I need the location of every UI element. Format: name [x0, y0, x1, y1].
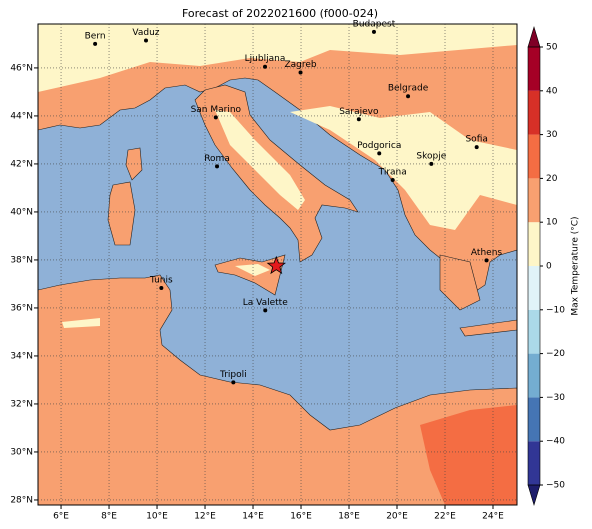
city-dot: [143, 38, 148, 43]
city-dot: [484, 258, 489, 263]
city-label: Bern: [85, 31, 106, 41]
city-dot: [263, 64, 268, 69]
city-dot: [231, 380, 236, 385]
city-label: Zagreb: [284, 60, 316, 70]
x-tick-label: 8°E: [101, 512, 117, 522]
map-frame: [37, 23, 518, 506]
crete: [459, 319, 517, 337]
x-tick-label: 18°E: [338, 512, 360, 522]
colorbar-tick-label: 40: [546, 86, 558, 96]
colorbar-label: Max Temperature (°C): [571, 216, 581, 315]
colorbar-tick-label: −10: [546, 305, 565, 315]
y-tick-label: 46°N: [10, 63, 33, 73]
x-tick-label: 10°E: [146, 512, 168, 522]
balkan-zone: [290, 106, 517, 230]
x-tick-label: 20°E: [386, 512, 408, 522]
colorbar-bin: [528, 178, 540, 223]
y-tick-label: 28°N: [10, 495, 33, 505]
colorbar-tick-label: −20: [546, 349, 565, 359]
y-tick-label: 32°N: [10, 399, 33, 409]
colorbar-tick-label: 50: [546, 43, 558, 53]
city-dot: [159, 286, 164, 291]
colorbar-extend-low: [527, 484, 541, 507]
city-label: Podgorica: [357, 141, 401, 151]
colorbar-bin: [528, 47, 540, 91]
y-tick-label: 34°N: [10, 351, 33, 361]
city-dot: [474, 145, 479, 150]
x-tick-label: 22°E: [434, 512, 456, 522]
colorbar-tick-label: 20: [546, 174, 558, 184]
colorbar-bin: [528, 134, 540, 179]
colorbar-bin: [528, 90, 540, 135]
colorbar-bin: [528, 441, 540, 485]
city-label: Athens: [471, 248, 502, 258]
city-dot: [356, 117, 361, 122]
colorbar-bin: [528, 222, 540, 266]
sicily-zone: [235, 264, 270, 276]
city-label: Vaduz: [132, 28, 159, 38]
city-dot: [406, 94, 411, 99]
city-label: Sofia: [465, 135, 487, 145]
x-tick-label: 16°E: [290, 512, 312, 522]
apennines-zone: [215, 110, 305, 210]
city-dot: [213, 115, 218, 120]
y-tick-label: 40°N: [10, 207, 33, 217]
colorbar-tick-label: 10: [546, 218, 558, 228]
y-tick-label: 38°N: [10, 255, 33, 265]
city-dot: [429, 161, 434, 166]
colorbar-bin: [528, 397, 540, 442]
location-star: [266, 255, 286, 275]
colorbar-tick-label: 0: [546, 262, 552, 272]
y-tick-label: 44°N: [10, 111, 33, 121]
city-label: Budapest: [353, 19, 396, 29]
city-dot: [215, 164, 220, 169]
city-label: Tripoli: [219, 370, 247, 380]
city-label: San Marino: [191, 105, 242, 115]
city-label: Roma: [204, 154, 230, 164]
city-dot: [377, 151, 382, 156]
colorbar-bin: [528, 309, 540, 354]
city-label: Tunis: [149, 276, 173, 286]
city-dot: [93, 41, 98, 46]
tunisia-zone: [62, 318, 100, 328]
city-dot: [390, 178, 395, 183]
city-dot: [298, 70, 303, 75]
city-label: Sarajevo: [339, 107, 379, 117]
peloponnese: [439, 254, 481, 311]
map-area: [38, 24, 517, 505]
colorbar-bin: [528, 266, 540, 310]
x-tick-label: 24°E: [482, 512, 504, 522]
colorbar-tick-label: −50: [546, 481, 565, 491]
europe: [38, 24, 517, 296]
y-tick-label: 30°N: [10, 447, 33, 457]
city-label: Skopje: [416, 151, 446, 161]
x-tick-label: 14°E: [242, 512, 264, 522]
colorbar-extend-high: [527, 25, 541, 48]
city-label: Belgrade: [388, 84, 429, 94]
colorbar-tick-label: −40: [546, 437, 565, 447]
colorbar-bin: [528, 353, 540, 398]
city-dot: [371, 29, 376, 34]
city-label: La Valette: [243, 298, 288, 308]
x-tick-label: 6°E: [53, 512, 69, 522]
city-dot: [263, 308, 268, 313]
y-tick-label: 42°N: [10, 159, 33, 169]
x-tick-label: 12°E: [194, 512, 216, 522]
y-tick-label: 36°N: [10, 303, 33, 313]
map-title: Forecast of 2022021600 (f000-024): [182, 7, 378, 20]
colorbar-tick-label: 30: [546, 130, 558, 140]
alps-zone: [38, 24, 517, 92]
sardinia: [107, 181, 136, 246]
colorbar-tick-label: −30: [546, 393, 565, 403]
city-label: Ljubljana: [245, 54, 286, 64]
city-label: Tirana: [378, 168, 407, 178]
